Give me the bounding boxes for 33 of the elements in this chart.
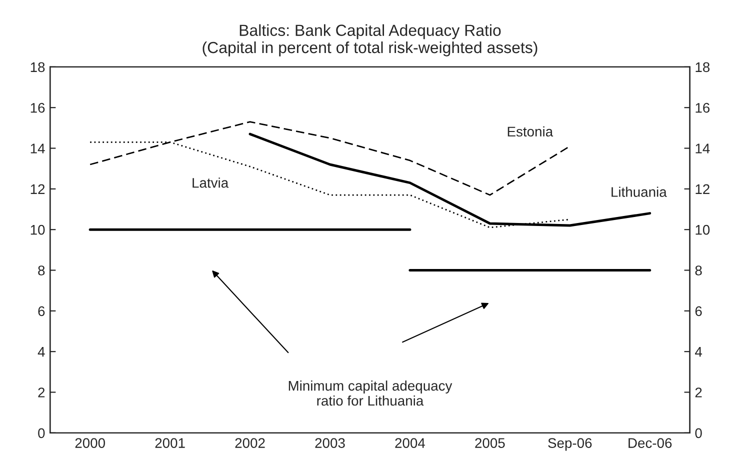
y2-tick-label: 12: [696, 184, 710, 194]
x-tick-label: 2003: [315, 438, 345, 448]
y2-tick-label: 4: [695, 347, 702, 357]
series-label: Estonia: [508, 126, 554, 137]
y2-tick-label: 2: [695, 388, 702, 398]
x-tick-label: 2001: [155, 438, 185, 448]
y-tick-label: 12: [30, 184, 45, 194]
y-tick-label: 18: [30, 62, 45, 72]
x-tick-label: Dec-06: [628, 438, 672, 448]
y2-tick-label: 16: [696, 102, 710, 113]
y-tick-label: 4: [38, 347, 45, 357]
series-label: Latvia: [192, 178, 229, 188]
y2-tick-label: 18: [696, 62, 710, 72]
y-tick-label: 0: [38, 428, 45, 438]
y-tick-label: 16: [30, 102, 45, 113]
y-tick-label: 8: [38, 266, 45, 276]
chart-title: Baltics: Bank Capital Adequacy Ratio (Capital in percent of total risk-weighted assets): [202, 24, 538, 56]
y2-tick-label: 8: [695, 266, 702, 276]
y-tick-label: 10: [30, 224, 45, 235]
y2-tick-label: 14: [696, 144, 710, 154]
x-tick-label: 2000: [75, 438, 106, 448]
y-tick-label: 14: [30, 144, 45, 154]
x-tick-label: 2005: [475, 438, 505, 448]
y2-tick-label: 6: [695, 306, 702, 316]
y-tick-label: 6: [38, 306, 45, 316]
x-tick-label: 2002: [235, 438, 265, 448]
x-tick-label: 2004: [395, 438, 425, 448]
y-tick-label: 2: [38, 388, 45, 398]
x-tick-label: Sep-06: [548, 438, 592, 451]
series-label: Lithuania: [612, 186, 667, 197]
annotation: Minimum capital adequacy ratio for Lithuania: [288, 380, 452, 406]
y2-tick-label: 10: [696, 224, 710, 235]
y2-tick-label: 0: [695, 428, 702, 438]
